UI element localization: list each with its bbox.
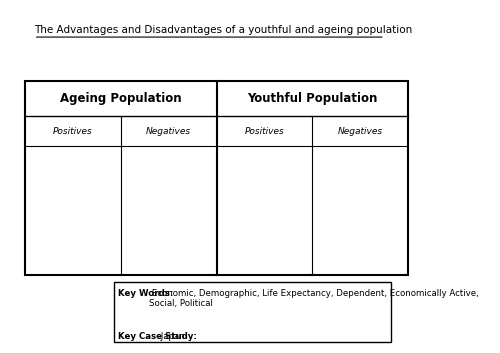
Text: Key Case Study:: Key Case Study: [118,332,196,341]
Text: Key Words:: Key Words: [118,289,173,298]
Text: Economic, Demographic, Life Expectancy, Dependent, Economically Active,
Social, : Economic, Demographic, Life Expectancy, … [149,289,478,308]
Text: Positives: Positives [244,127,284,136]
Text: Japan: Japan [158,332,184,341]
Text: Ageing Population: Ageing Population [60,92,182,105]
Text: The Advantages and Disadvantages of a youthful and ageing population: The Advantages and Disadvantages of a yo… [34,25,412,35]
Text: Negatives: Negatives [146,127,192,136]
Text: Youthful Population: Youthful Population [247,92,378,105]
Bar [25,81,408,275]
Text: Negatives: Negatives [338,127,382,136]
Bar [114,282,391,342]
Text: Positives: Positives [53,127,93,136]
